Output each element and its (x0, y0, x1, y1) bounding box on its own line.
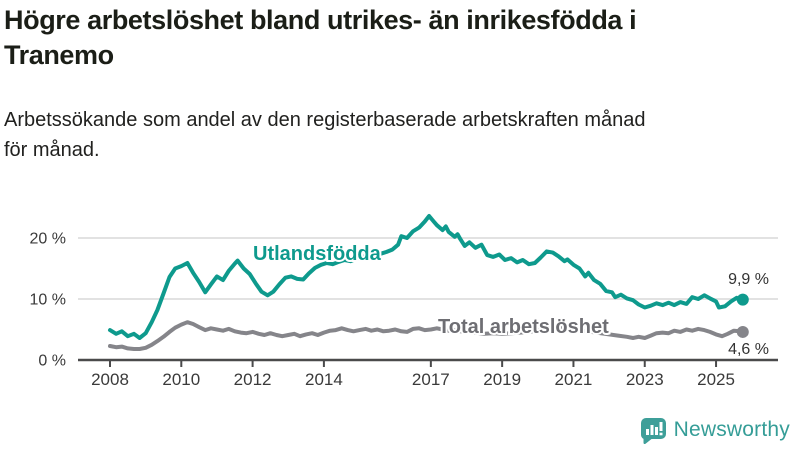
y-axis-label-20: 20 % (30, 231, 66, 248)
x-axis-label-2019: 2019 (483, 370, 521, 389)
page-title: Högre arbetslöshet bland utrikes- än inr… (4, 3, 796, 73)
series-end-dot (736, 325, 749, 338)
logo-wordmark: Newsworthy (673, 418, 790, 441)
series-end-dot (736, 293, 749, 306)
chart-subtitle: Arbetssökande som andel av den registerb… (4, 105, 796, 165)
unemployment-line-chart: 0 % 10 % 20 % 2008 2010 2012 2014 2017 2019 2021 2… (30, 214, 778, 389)
series-end-value: 4,6 % (728, 341, 769, 358)
x-axis-label-2021: 2021 (555, 370, 593, 389)
x-axis-label-2017: 2017 (412, 370, 450, 389)
series-line-total-arbetsl-shet (108, 320, 745, 351)
series-line-utlandsf-dda (108, 214, 745, 340)
x-axis-label-2012: 2012 (234, 370, 272, 389)
subtitle-line-1: Arbetssökande som andel av den registerb… (4, 109, 646, 131)
y-axis-label-10: 10 % (30, 292, 66, 309)
x-axis-label-2014: 2014 (305, 370, 343, 389)
series-label: Utlandsfödda (253, 243, 382, 265)
x-axis-label-2023: 2023 (626, 370, 664, 389)
x-axis-label-2025: 2025 (697, 370, 735, 389)
series-end-value: 9,9 % (728, 271, 769, 288)
x-axis-label-2010: 2010 (162, 370, 200, 389)
logo-bar-chart-icon (640, 417, 666, 444)
subtitle-line-2: för månad. (4, 139, 100, 161)
y-axis-label-0: 0 % (38, 353, 66, 370)
title-line-2: Tranemo (4, 40, 114, 70)
x-axis-label-2008: 2008 (91, 370, 129, 389)
title-line-1: Högre arbetslöshet bland utrikes- än inr… (4, 5, 637, 35)
series-label: Total arbetslöshet (438, 316, 609, 338)
newsworthy-logo: Newsworthy (640, 414, 790, 446)
